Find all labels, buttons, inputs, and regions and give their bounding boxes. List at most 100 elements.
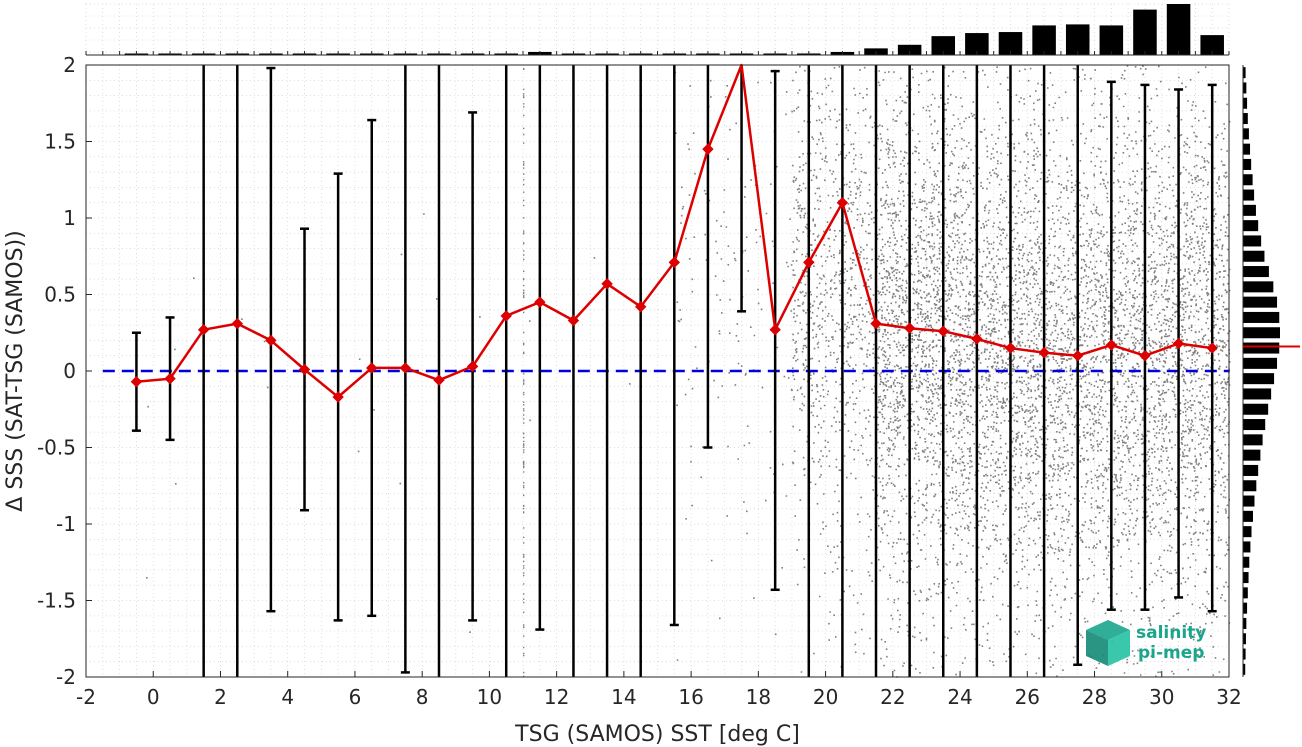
logo-cube-face: [1086, 630, 1108, 666]
x-tick-label: 6: [349, 685, 362, 709]
right-hist-bar: [1243, 495, 1255, 507]
right-hist-bar: [1243, 572, 1249, 584]
logo-text-line1: salinity: [1136, 623, 1206, 643]
x-tick-label: 2: [214, 685, 227, 709]
right-hist-bar: [1243, 648, 1246, 660]
x-tick-label: -2: [76, 685, 96, 709]
right-hist-bar: [1243, 143, 1251, 155]
right-hist-bar: [1243, 311, 1280, 323]
y-tick-label: -2: [56, 665, 76, 689]
mean-marker: [500, 310, 512, 322]
x-tick-label: 0: [147, 685, 160, 709]
top-histogram: [85, 3, 1230, 56]
right-hist-bar: [1243, 174, 1253, 186]
right-hist-bar: [1243, 82, 1247, 94]
right-hist-bar: [1243, 281, 1274, 293]
right-hist-bar: [1243, 158, 1252, 170]
mean-marker: [1139, 349, 1151, 362]
x-tick-label: 14: [611, 685, 636, 709]
mean-marker: [903, 322, 916, 334]
right-hist-bar: [1243, 556, 1250, 568]
right-hist-bar: [1243, 327, 1280, 339]
x-tick-label: 18: [746, 685, 771, 709]
right-hist-bar: [1243, 113, 1248, 125]
right-hist-bar: [1243, 373, 1275, 385]
mean-marker: [332, 391, 344, 403]
x-tick-label: 10: [477, 685, 502, 709]
x-tick-label: 24: [947, 685, 972, 709]
top-hist-bar: [1099, 25, 1124, 55]
top-hist-bar: [965, 33, 989, 55]
y-tick-label: -1.5: [37, 589, 76, 613]
right-hist-bar: [1243, 617, 1247, 629]
mean-marker: [803, 256, 815, 269]
right-hist-bar: [1243, 266, 1269, 278]
x-tick-label: 26: [1015, 685, 1040, 709]
top-hist-bar: [897, 44, 922, 55]
x-tick-label: 16: [678, 685, 703, 709]
x-axis-ticks: -2 0 2 4 6 8 10 12 14 16 18 20 22 24 26 28 30 32: [76, 671, 1242, 709]
right-hist-bar: [1243, 403, 1269, 415]
top-hist-bar: [931, 36, 956, 55]
right-histogram: [1242, 65, 1300, 677]
mean-marker: [1172, 337, 1185, 350]
right-hist-bar: [1243, 434, 1263, 446]
x-tick-label: 28: [1082, 685, 1107, 709]
mean-marker: [197, 323, 210, 336]
mean-marker: [399, 362, 412, 374]
mean-marker: [1072, 349, 1084, 362]
right-hist-bar: [1243, 587, 1248, 599]
mean-marker: [971, 333, 983, 345]
scatter-point-cloud: [146, 65, 1231, 678]
logo-cube-face: [1108, 630, 1130, 666]
mean-marker: [164, 372, 176, 385]
top-hist-bar: [1065, 24, 1090, 55]
right-hist-bar: [1243, 189, 1255, 201]
right-hist-bar: [1243, 633, 1246, 645]
mean-marker: [668, 256, 681, 269]
right-hist-bar: [1243, 663, 1246, 675]
x-tick-label: 20: [813, 685, 838, 709]
mean-marker: [870, 317, 882, 330]
right-hist-bar: [1243, 541, 1251, 553]
mean-marker: [534, 296, 546, 308]
mean-marker: [366, 362, 378, 374]
mean-marker: [1206, 342, 1218, 354]
binned-mean-line: [130, 63, 1218, 403]
right-hist-bar: [1243, 357, 1278, 369]
y-tick-label: -0.5: [37, 436, 76, 460]
right-hist-bar: [1243, 342, 1280, 354]
y-tick-label: 2: [63, 53, 76, 77]
right-hist-bar: [1243, 388, 1272, 400]
y-tick-label: 0: [63, 359, 76, 383]
right-hist-bar: [1243, 510, 1253, 522]
y-axis-label: Δ SSS (SAT-TSG (SAMOS)): [3, 230, 28, 511]
mean-marker: [1004, 342, 1017, 354]
right-hist-bar: [1243, 419, 1266, 431]
y-axis-ticks: -2 -1.5 -1 -0.5 0 0.5 1 1.5 2: [37, 53, 92, 689]
top-hist-bar: [998, 32, 1023, 55]
top-hist-bar: [1200, 35, 1224, 55]
x-tick-label: 4: [281, 685, 294, 709]
mean-marker: [634, 301, 647, 313]
top-hist-bar: [1133, 9, 1157, 55]
right-hist-bar: [1243, 602, 1248, 614]
right-hist-bar: [1243, 449, 1261, 461]
x-tick-label: 8: [416, 685, 429, 709]
right-hist-bar: [1243, 296, 1278, 308]
top-hist-bar: [1166, 4, 1191, 55]
mean-marker: [567, 314, 580, 327]
y-tick-label: 0.5: [44, 283, 76, 307]
x-tick-label: 30: [1149, 685, 1174, 709]
right-hist-bar: [1243, 204, 1256, 216]
mean-marker: [265, 334, 277, 347]
mean-marker: [466, 360, 479, 373]
logo-text-line2: pi-mep: [1138, 643, 1204, 663]
x-axis-label: TSG (SAMOS) SST [deg C]: [514, 722, 800, 747]
mean-marker: [601, 278, 613, 290]
right-hist-bar: [1243, 67, 1246, 79]
mean-marker: [836, 196, 849, 209]
mean-marker: [937, 325, 949, 337]
y-tick-label: -1: [56, 512, 76, 536]
